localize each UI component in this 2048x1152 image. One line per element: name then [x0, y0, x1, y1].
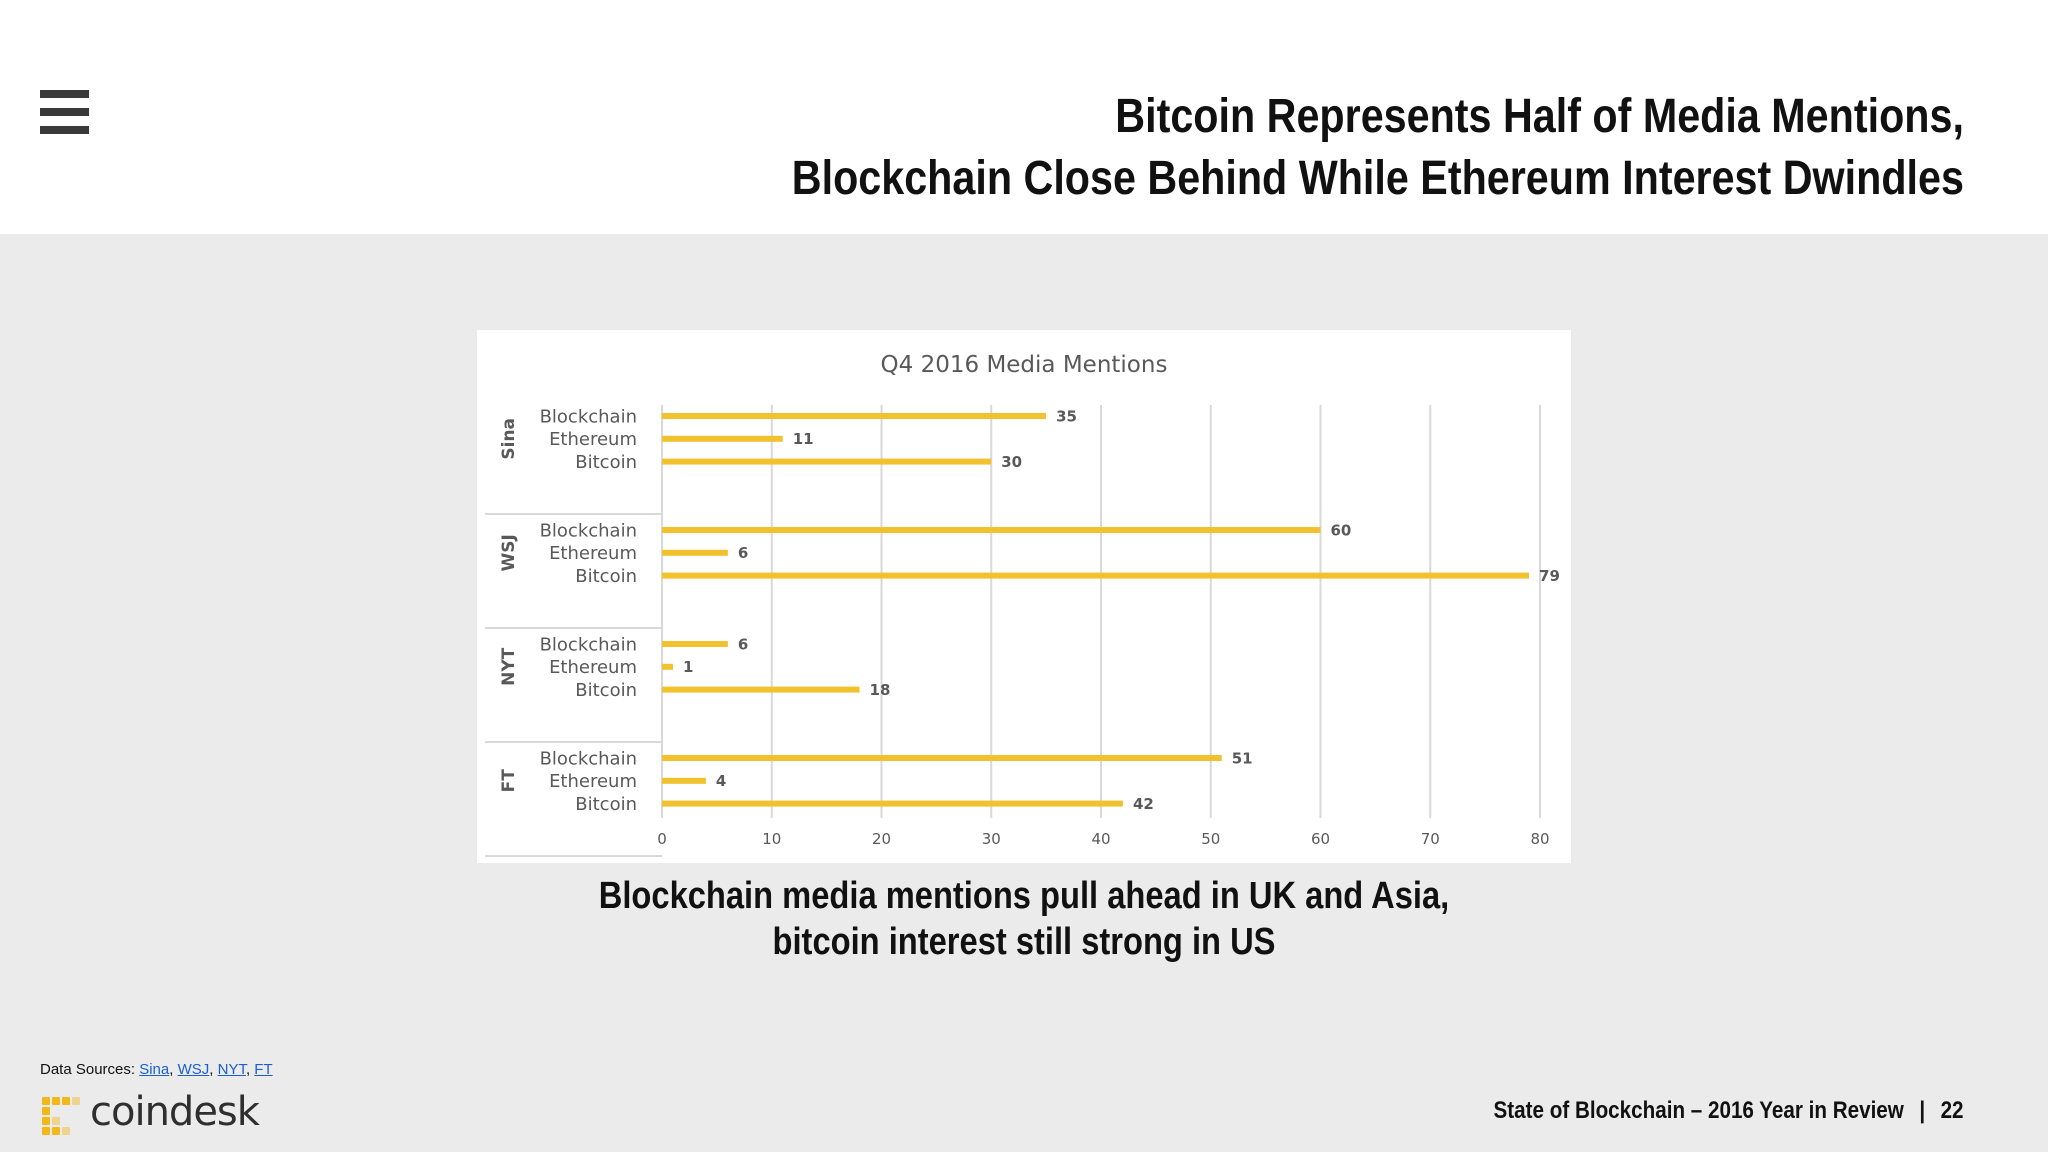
category-label: Blockchain	[540, 520, 637, 541]
chart-title: Q4 2016 Media Mentions	[881, 352, 1168, 378]
source-link-nyt[interactable]: NYT	[217, 1061, 246, 1078]
source-link-sina[interactable]: Sina	[139, 1061, 170, 1078]
category-label: Bitcoin	[575, 794, 637, 815]
slide-header: Bitcoin Represents Half of Media Mention…	[0, 0, 2048, 234]
x-tick-label: 0	[657, 830, 667, 848]
x-tick-label: 70	[1421, 830, 1440, 848]
bar	[662, 572, 1530, 579]
data-label: 6	[738, 635, 748, 653]
data-label: 1	[683, 658, 693, 676]
data-label: 11	[793, 430, 814, 448]
hamburger-menu-icon[interactable]	[40, 90, 89, 134]
data-label: 6	[738, 544, 748, 562]
coindesk-logo-icon	[40, 1095, 80, 1135]
source-link-ft[interactable]: FT	[254, 1061, 273, 1078]
category-label: Ethereum	[549, 543, 637, 564]
slide-title-line2: Blockchain Close Behind While Ethereum I…	[791, 152, 1964, 205]
bar	[662, 413, 1047, 419]
bar	[662, 663, 673, 670]
category-label: Ethereum	[549, 429, 637, 450]
coindesk-logo: coindesk	[40, 1089, 280, 1139]
category-label: Blockchain	[540, 748, 637, 769]
bar	[662, 527, 1321, 533]
bar	[662, 777, 706, 784]
x-tick-label: 30	[982, 830, 1001, 848]
x-tick-label: 60	[1311, 830, 1330, 848]
data-label: 51	[1232, 749, 1253, 767]
x-tick-label: 80	[1530, 830, 1549, 848]
chart-caption-line2: bitcoin interest still strong in US	[772, 921, 1276, 963]
data-sources: Data Sources: Sina, WSJ, NYT, FT	[40, 1061, 273, 1078]
media-mentions-chart: Q4 2016 Media Mentions 0 10 20 30 40 50 60 70 80 S…	[485, 352, 1560, 857]
x-tick-label: 50	[1201, 830, 1220, 848]
category-label: Bitcoin	[575, 680, 637, 701]
category-label: Blockchain	[540, 634, 637, 655]
x-tick-label: 10	[762, 830, 781, 848]
chart-card: Q4 2016 Media Mentions 0 10 20 30 40 50 60 70 80 S…	[477, 330, 1571, 863]
data-label: 42	[1133, 795, 1154, 813]
group-label: NYT	[499, 647, 519, 686]
category-label: Blockchain	[540, 406, 637, 427]
data-label: 4	[716, 772, 726, 790]
category-label: Bitcoin	[575, 566, 637, 587]
footer-report-title: State of Blockchain – 2016 Year in Revie…	[1493, 1097, 1905, 1124]
category-label: Ethereum	[549, 657, 637, 678]
data-label: 60	[1331, 521, 1352, 539]
source-link-wsj[interactable]: WSJ	[177, 1061, 210, 1078]
bar	[662, 686, 860, 693]
group-label: FT	[499, 769, 519, 793]
slide-title-line1: Bitcoin Represents Half of Media Mention…	[1115, 90, 1964, 143]
slide-title: Bitcoin Represents Half of Media Mention…	[792, 86, 1964, 210]
category-label: Bitcoin	[575, 452, 637, 473]
data-sources-label: Data Sources:	[40, 1061, 136, 1078]
page-number: 22	[1941, 1097, 1964, 1124]
chart-caption: Blockchain media mentions pull ahead in …	[143, 873, 1904, 965]
footer: State of Blockchain – 2016 Year in Revie…	[1494, 1097, 1964, 1125]
data-label: 18	[870, 681, 891, 699]
bar	[662, 549, 728, 556]
data-label: 35	[1056, 407, 1077, 425]
bar	[662, 458, 992, 465]
bar	[662, 755, 1222, 761]
group-label: WSJ	[499, 534, 519, 571]
footer-separator: |	[1919, 1097, 1926, 1124]
category-label: Ethereum	[549, 771, 637, 792]
chart-caption-line1: Blockchain media mentions pull ahead in …	[598, 875, 1450, 917]
bar	[662, 641, 728, 647]
data-label: 30	[1001, 453, 1022, 471]
x-tick-label: 40	[1091, 830, 1110, 848]
x-tick-label: 20	[872, 830, 891, 848]
group-label: Sina	[499, 418, 519, 460]
bar	[662, 800, 1123, 807]
data-label: 79	[1539, 567, 1560, 585]
bar	[662, 435, 783, 442]
coindesk-logo-text: coindesk	[90, 1089, 260, 1135]
